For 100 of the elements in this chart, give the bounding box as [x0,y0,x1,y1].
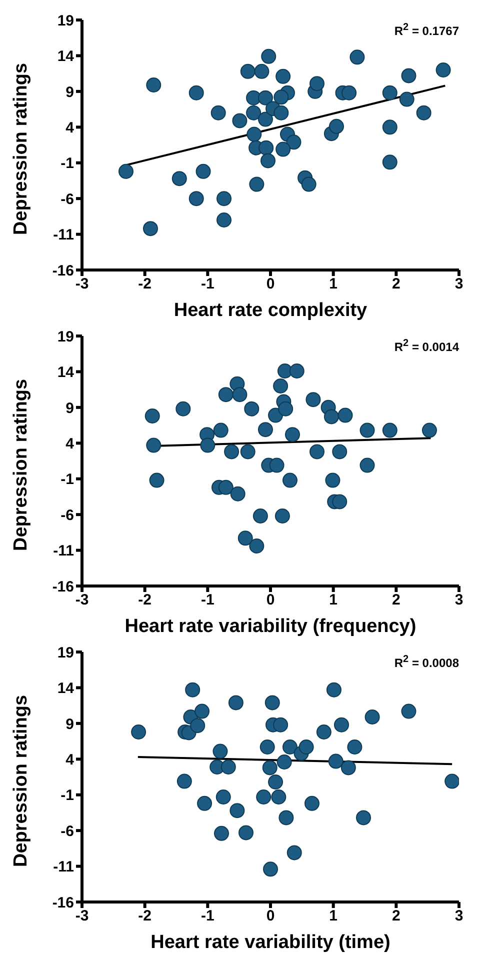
point [401,68,416,84]
y-tick-label: -6 [60,190,74,208]
point [350,50,365,65]
y-tick-label: 4 [66,119,75,136]
x-tick-label: 1 [329,592,338,609]
point [328,754,344,769]
point [364,710,380,724]
point [240,444,256,460]
point [246,90,262,106]
point [220,760,236,774]
y-tick-label: -16 [52,894,74,912]
point [228,695,244,710]
point [244,401,260,416]
y-tick-label: 4 [66,751,75,768]
y-tick-label: 14 [57,680,75,698]
point [185,682,200,698]
point [273,717,288,732]
y-tick-label: -11 [53,226,74,244]
x-tick-label: 3 [454,276,464,293]
point [176,774,192,789]
point [238,825,254,840]
point [316,724,332,740]
point [326,682,342,698]
point [264,695,280,710]
point [298,740,314,754]
point [262,760,278,776]
point [260,153,276,168]
point [218,387,234,402]
point [278,810,294,826]
point [246,126,262,142]
x-tick-label: 3 [454,908,464,925]
x-tick-label: 0 [266,908,275,925]
point [224,444,240,460]
point [269,458,284,473]
y-axis-title: Depression ratings [10,62,32,235]
point [276,142,291,157]
point [256,790,272,804]
y-tick-label: 19 [57,644,74,662]
x-tick-label: 1 [329,276,338,293]
point [338,408,353,423]
point [278,401,294,416]
point [190,718,206,734]
point [301,176,316,192]
point [176,401,191,416]
point [258,112,273,127]
point [268,774,284,790]
point [340,760,356,776]
point [273,378,288,394]
x-tick-label: -3 [75,592,89,609]
x-tick-label: 3 [454,592,464,609]
y-tick-label: -6 [60,506,74,524]
point [210,105,226,120]
point [286,845,302,860]
point [218,480,234,495]
point [260,740,275,754]
x-tick-label: 2 [392,592,400,609]
point [258,90,273,106]
point [232,113,248,128]
point [258,140,274,156]
point [200,438,216,453]
y-tick-label: 4 [66,435,75,452]
point [246,105,262,120]
point [436,62,451,78]
point [274,105,289,120]
x-axis-title: Heart rate complexity [174,300,368,321]
point [274,90,289,105]
y-tick-label: 19 [57,12,74,30]
point [230,486,246,502]
x-tick-label: -1 [200,592,214,609]
y-tick-label: 9 [66,84,74,101]
y-tick-label: 9 [66,716,74,733]
point [304,796,320,811]
point [249,538,264,554]
x-tick-label: -2 [138,908,152,925]
x-tick-label: 2 [392,276,400,293]
y-tick-label: 19 [57,328,74,346]
y-tick-label: -1 [60,471,74,488]
point [146,438,162,453]
point [249,176,264,192]
point [194,704,210,719]
point [274,508,290,524]
y-axis-title: Depression ratings [10,378,32,551]
point [188,85,204,100]
point [212,744,228,759]
x-axis-title: Heart rate variability (frequency) [124,616,416,637]
x-tick-label: -3 [75,908,89,925]
point [347,740,362,754]
point [261,48,276,64]
point [214,826,229,841]
point [216,212,232,228]
point [263,862,278,877]
point [382,85,398,100]
x-axis-title: Heart rate variability (time) [150,932,390,953]
annotation: R$^{2}$ = 0.1767 [394,22,459,38]
point [342,85,357,100]
point [306,392,321,408]
x-tick-label: 2 [392,908,400,925]
y-tick-label: 14 [57,364,75,382]
point [118,164,134,179]
point [332,494,348,510]
